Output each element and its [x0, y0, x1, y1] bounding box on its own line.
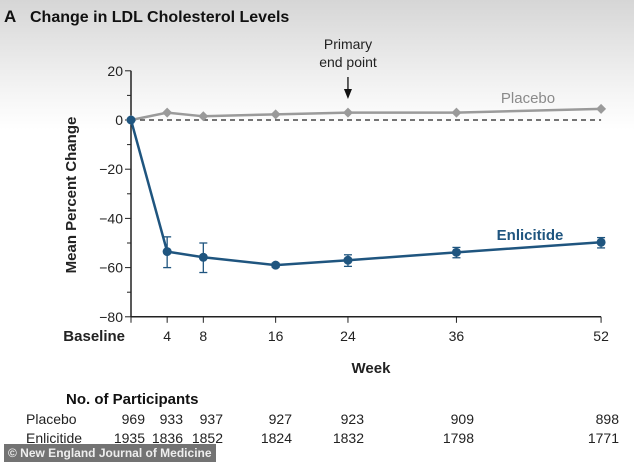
y-tick-label: 0	[115, 112, 123, 128]
participant-count: 1824	[261, 430, 292, 446]
data-point-enlicitide	[271, 260, 281, 270]
participants-heading: No. of Participants	[66, 391, 199, 408]
x-tick-label: 4	[163, 328, 171, 344]
participant-count: 1935	[114, 430, 145, 446]
x-tick-label: 24	[340, 328, 356, 344]
series-label-enlicitide: Enlicitide	[497, 227, 564, 244]
data-point-placebo	[270, 109, 281, 120]
data-point-enlicitide	[343, 255, 353, 265]
participant-count: 969	[122, 411, 146, 427]
data-point-placebo	[198, 111, 209, 122]
chart-title: Change in LDL Cholesterol Levels	[30, 9, 289, 26]
participant-count: 898	[596, 411, 620, 427]
data-point-enlicitide	[162, 247, 172, 257]
participant-count: 923	[341, 411, 365, 427]
participant-count: 933	[160, 411, 184, 427]
x-tick-label: Baseline	[63, 328, 125, 345]
y-axis-label: Mean Percent Change	[63, 117, 80, 274]
annotation-line2: end point	[319, 54, 377, 70]
watermark: © New England Journal of Medicine	[4, 444, 216, 462]
series-label-placebo: Placebo	[501, 90, 555, 107]
participant-count: 1832	[333, 430, 364, 446]
data-point-placebo	[451, 107, 462, 118]
annotation-line1: Primary	[324, 36, 372, 52]
participant-count: 1852	[192, 430, 223, 446]
participant-count: 1798	[443, 430, 474, 446]
participant-count: 927	[269, 411, 293, 427]
data-point-enlicitide	[198, 252, 208, 262]
y-tick-label: −80	[99, 309, 123, 325]
data-point-enlicitide	[596, 237, 606, 247]
x-tick-label: 36	[449, 328, 465, 344]
data-point-placebo	[342, 107, 353, 118]
data-point-enlicitide	[451, 247, 461, 257]
participant-count: 1836	[152, 430, 183, 446]
participant-count: 1771	[588, 430, 619, 446]
x-tick-label: 16	[268, 328, 284, 344]
x-tick-label: 8	[199, 328, 207, 344]
data-point-placebo	[596, 103, 607, 114]
participant-count: 937	[200, 411, 224, 427]
y-tick-label: −20	[99, 161, 123, 177]
participant-count: 909	[451, 411, 475, 427]
x-axis-label: Week	[352, 360, 392, 377]
panel-label: A	[4, 7, 16, 26]
participants-row-label: Placebo	[26, 411, 77, 427]
participants-row-label: Enlicitide	[26, 430, 82, 446]
y-tick-label: −60	[99, 260, 123, 276]
x-tick-label: 52	[593, 328, 609, 344]
endpoint-arrow-head	[343, 89, 352, 99]
y-tick-label: −40	[99, 210, 123, 226]
data-point-enlicitide	[126, 115, 136, 125]
data-point-placebo	[162, 107, 173, 118]
y-tick-label: 20	[107, 63, 123, 79]
